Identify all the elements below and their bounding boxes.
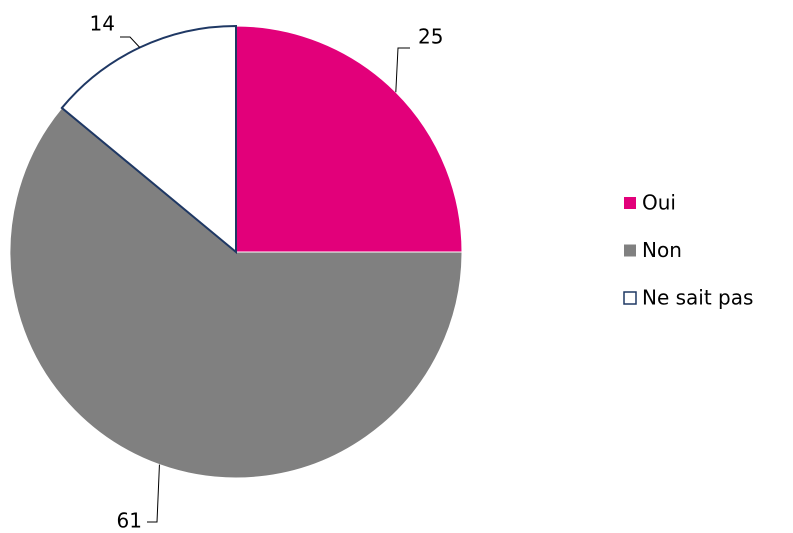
leader-line <box>120 36 141 48</box>
legend-label: Oui <box>642 191 676 215</box>
pie-slice <box>9 107 463 479</box>
pie-slice <box>235 25 463 253</box>
legend-label: Ne sait pas <box>642 286 753 310</box>
legend-swatch <box>624 244 636 257</box>
leader-line <box>147 464 160 523</box>
data-label: 14 <box>90 12 115 36</box>
leader-line <box>395 47 410 93</box>
data-label: 61 <box>117 509 142 533</box>
data-label: 25 <box>418 25 443 49</box>
legend-swatch <box>623 291 637 305</box>
legend-label: Non <box>642 238 682 262</box>
legend-swatch <box>624 197 636 209</box>
